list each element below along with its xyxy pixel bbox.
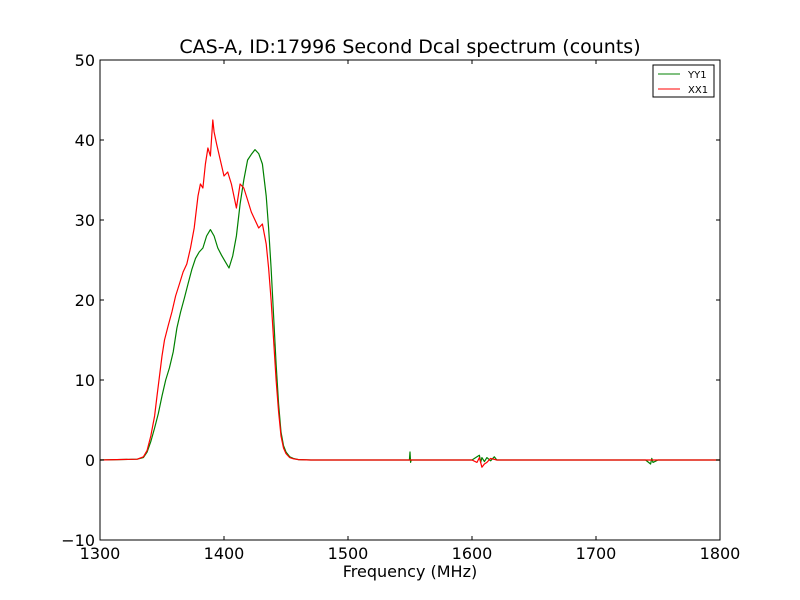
y-tick-label: 30 xyxy=(75,211,95,230)
y-tick-label: −10 xyxy=(61,531,95,550)
chart-title: CAS-A, ID:17996 Second Dcal spectrum (co… xyxy=(179,36,640,58)
x-tick-label: 1300 xyxy=(80,544,121,563)
series-line-xx1 xyxy=(99,119,720,468)
x-tick-label: 1600 xyxy=(452,544,493,563)
y-tick-label: 40 xyxy=(75,131,95,150)
y-tick-label: 50 xyxy=(75,51,95,70)
x-tick-label: 1400 xyxy=(204,544,245,563)
series-line-yy1 xyxy=(99,149,720,465)
legend-label-xx1: XX1 xyxy=(688,85,708,96)
series-layer xyxy=(99,119,720,468)
x-tick-label: 1700 xyxy=(576,544,617,563)
y-tick-label: 10 xyxy=(75,371,95,390)
legend-label-yy1: YY1 xyxy=(687,70,707,81)
x-axis-label: Frequency (MHz) xyxy=(343,562,477,581)
legend: YY1 XX1 xyxy=(652,64,715,98)
x-tick-label: 1800 xyxy=(700,544,741,563)
x-tick-label: 1500 xyxy=(328,544,369,563)
plot-area xyxy=(100,60,720,540)
tick-layer: 1300 1400 1500 1600 1700 1800 −10 0 10 20 30 40 50 xyxy=(61,51,740,563)
y-tick-label: 0 xyxy=(85,451,95,470)
legend-box xyxy=(652,64,715,98)
y-tick-label: 20 xyxy=(75,291,95,310)
